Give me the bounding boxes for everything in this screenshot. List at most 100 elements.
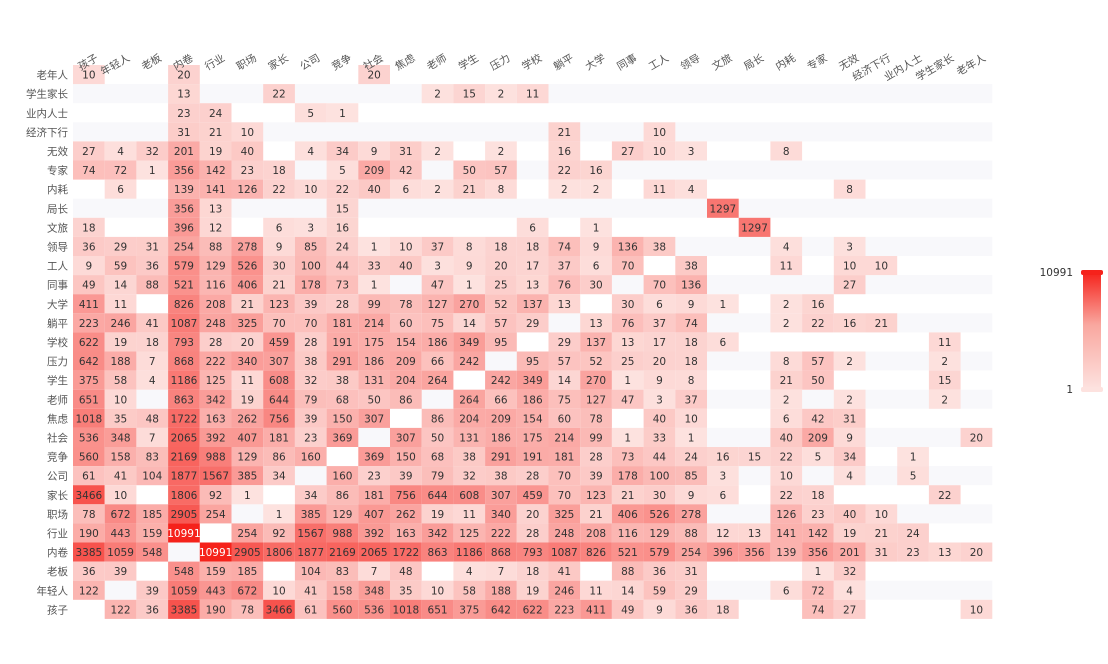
heatmap-cell[interactable] — [168, 275, 200, 295]
heatmap-cell[interactable] — [485, 427, 517, 447]
heatmap-cell[interactable] — [263, 217, 295, 237]
heatmap-cell[interactable] — [168, 122, 200, 142]
heatmap-cell[interactable] — [263, 370, 295, 390]
heatmap-cell[interactable] — [326, 427, 359, 447]
heatmap-cell[interactable] — [421, 351, 454, 371]
heatmap-cell[interactable] — [548, 332, 581, 352]
heatmap-cell[interactable] — [263, 256, 295, 276]
heatmap-cell[interactable] — [548, 542, 581, 562]
visual-map-handle-top[interactable] — [1081, 270, 1103, 275]
heatmap-cell[interactable] — [675, 408, 707, 428]
heatmap-cell[interactable] — [390, 332, 422, 352]
heatmap-cell[interactable] — [73, 65, 105, 85]
heatmap-cell[interactable] — [263, 84, 295, 104]
heatmap-cell[interactable] — [580, 485, 612, 505]
heatmap-cell[interactable] — [199, 256, 232, 276]
heatmap-cell[interactable] — [453, 485, 486, 505]
heatmap-cell[interactable] — [263, 447, 295, 467]
heatmap-cell[interactable] — [833, 504, 866, 524]
heatmap-cell[interactable] — [168, 198, 200, 218]
heatmap-cell[interactable] — [73, 523, 105, 543]
heatmap-cell[interactable] — [643, 389, 676, 409]
heatmap-cell[interactable] — [358, 561, 390, 581]
heatmap-cell[interactable] — [453, 427, 486, 447]
heatmap-cell[interactable] — [294, 141, 327, 161]
heatmap-cell[interactable] — [802, 580, 834, 600]
heatmap-cell[interactable] — [73, 504, 105, 524]
heatmap-cell[interactable] — [485, 485, 517, 505]
heatmap-cell[interactable] — [485, 141, 517, 161]
heatmap-cell[interactable] — [136, 580, 169, 600]
heatmap-cell[interactable] — [611, 332, 644, 352]
heatmap-cell[interactable] — [770, 580, 803, 600]
heatmap-cell[interactable] — [263, 466, 295, 486]
heatmap-cell[interactable] — [73, 389, 105, 409]
heatmap-cell[interactable] — [675, 504, 707, 524]
heatmap-cell[interactable] — [326, 217, 359, 237]
heatmap-cell[interactable] — [294, 447, 327, 467]
heatmap-cell[interactable] — [548, 179, 581, 199]
heatmap-cell[interactable] — [168, 217, 200, 237]
heatmap-cell[interactable] — [136, 542, 169, 562]
heatmap-cell[interactable] — [421, 542, 454, 562]
heatmap-cell[interactable] — [611, 370, 644, 390]
heatmap-cell[interactable] — [136, 427, 169, 447]
heatmap-cell[interactable] — [833, 389, 866, 409]
heatmap-cell[interactable] — [770, 313, 803, 333]
heatmap-cell[interactable] — [294, 485, 327, 505]
heatmap-cell[interactable] — [770, 466, 803, 486]
heatmap-cell[interactable] — [358, 447, 390, 467]
heatmap-cell[interactable] — [770, 523, 803, 543]
heatmap-cell[interactable] — [168, 427, 200, 447]
heatmap-cell[interactable] — [326, 370, 359, 390]
heatmap-cell[interactable] — [548, 256, 581, 276]
heatmap-cell[interactable] — [73, 580, 105, 600]
heatmap-cell[interactable] — [231, 389, 264, 409]
heatmap-cell[interactable] — [770, 542, 803, 562]
heatmap-cell[interactable] — [802, 313, 834, 333]
heatmap-cell[interactable] — [485, 84, 517, 104]
heatmap-cell[interactable] — [263, 504, 295, 524]
heatmap-cell[interactable] — [231, 122, 264, 142]
heatmap-cell[interactable] — [643, 370, 676, 390]
heatmap-cell[interactable] — [770, 427, 803, 447]
heatmap-cell[interactable] — [421, 179, 454, 199]
heatmap-cell[interactable] — [421, 485, 454, 505]
heatmap-cell[interactable] — [199, 427, 232, 447]
heatmap-cell[interactable] — [707, 466, 739, 486]
heatmap-cell[interactable] — [73, 447, 105, 467]
heatmap-cell[interactable] — [770, 389, 803, 409]
heatmap-cell[interactable] — [802, 523, 834, 543]
heatmap-cell[interactable] — [580, 427, 612, 447]
heatmap-cell[interactable] — [199, 389, 232, 409]
heatmap-cell[interactable] — [136, 236, 169, 256]
heatmap-cell[interactable] — [485, 332, 517, 352]
heatmap-cell[interactable] — [136, 256, 169, 276]
heatmap-cell[interactable] — [326, 313, 359, 333]
heatmap-cell[interactable] — [199, 504, 232, 524]
heatmap-cell[interactable] — [104, 141, 137, 161]
heatmap-cell[interactable] — [294, 370, 327, 390]
heatmap-cell[interactable] — [199, 351, 232, 371]
heatmap-cell[interactable] — [770, 370, 803, 390]
heatmap-cell[interactable] — [421, 466, 454, 486]
heatmap-cell[interactable] — [199, 141, 232, 161]
heatmap-cell[interactable] — [136, 504, 169, 524]
heatmap-cell[interactable] — [358, 160, 390, 180]
heatmap-cell[interactable] — [802, 408, 834, 428]
heatmap-cell[interactable] — [516, 256, 549, 276]
heatmap-cell[interactable] — [136, 599, 169, 619]
heatmap-cell[interactable] — [199, 122, 232, 142]
heatmap-cell[interactable] — [548, 389, 581, 409]
heatmap-cell[interactable] — [611, 294, 644, 314]
heatmap-cell[interactable] — [294, 523, 327, 543]
heatmap-cell[interactable] — [802, 351, 834, 371]
heatmap-cell[interactable] — [643, 122, 676, 142]
heatmap-cell[interactable] — [421, 275, 454, 295]
heatmap-cell[interactable] — [358, 599, 390, 619]
heatmap-cell[interactable] — [516, 580, 549, 600]
heatmap-cell[interactable] — [770, 141, 803, 161]
heatmap-cell[interactable] — [294, 103, 327, 123]
heatmap-cell[interactable] — [707, 447, 739, 467]
heatmap-cell[interactable] — [485, 466, 517, 486]
